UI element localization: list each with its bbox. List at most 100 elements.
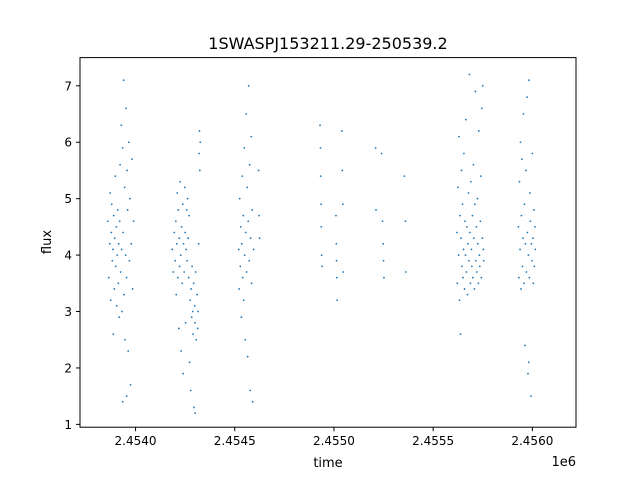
data-point: [125, 395, 128, 398]
data-point: [125, 107, 127, 110]
data-point: [109, 192, 112, 194]
data-point: [251, 400, 254, 403]
y-axis-label: flux: [40, 230, 55, 254]
data-point: [404, 220, 407, 223]
data-point: [241, 175, 244, 178]
data-point: [482, 259, 485, 262]
data-point: [456, 231, 458, 234]
data-point: [244, 231, 247, 234]
data-point: [475, 225, 478, 228]
data-point: [114, 265, 117, 268]
data-point: [470, 248, 473, 251]
data-point: [117, 242, 120, 245]
data-point: [532, 282, 535, 285]
data-point: [341, 169, 344, 172]
data-point: [534, 225, 536, 228]
data-point: [528, 79, 530, 82]
data-point: [531, 259, 533, 262]
data-point: [473, 288, 476, 290]
data-point: [122, 79, 125, 82]
data-point: [479, 220, 482, 223]
data-point: [175, 293, 178, 296]
data-point: [472, 163, 475, 166]
data-point: [115, 304, 118, 307]
data-point: [480, 276, 483, 279]
data-point: [121, 400, 124, 403]
data-point: [527, 372, 529, 375]
data-point: [461, 265, 463, 268]
data-point: [466, 293, 469, 296]
data-point: [530, 242, 533, 245]
data-point: [532, 237, 534, 240]
x-tick-label: 2.4555: [412, 434, 454, 448]
data-point: [457, 186, 459, 189]
data-point: [529, 220, 532, 223]
data-point: [518, 180, 521, 183]
data-point: [238, 197, 241, 200]
data-point: [245, 113, 248, 115]
data-point: [127, 141, 130, 144]
data-point: [128, 259, 131, 262]
data-point: [526, 96, 528, 98]
data-point: [381, 220, 384, 223]
data-point: [531, 152, 534, 155]
data-point: [533, 265, 536, 268]
data-point: [481, 84, 484, 87]
y-tick-label: 5: [64, 192, 72, 206]
data-point: [382, 242, 385, 245]
data-point: [243, 146, 246, 149]
data-point: [404, 271, 407, 273]
data-point: [186, 259, 189, 262]
data-point: [534, 248, 537, 251]
data-point: [466, 242, 469, 245]
data-point: [198, 152, 200, 155]
data-point: [181, 203, 184, 206]
data-point: [320, 225, 323, 228]
data-point: [469, 180, 472, 183]
data-point: [182, 242, 185, 245]
y-tick-label: 3: [64, 305, 72, 319]
data-point: [192, 333, 194, 335]
data-point: [468, 231, 471, 234]
data-point: [199, 141, 202, 144]
data-point: [251, 209, 254, 211]
data-point: [116, 254, 119, 256]
data-point: [110, 203, 113, 206]
data-point: [177, 209, 180, 211]
data-point: [119, 163, 121, 166]
data-point: [481, 237, 484, 240]
data-point: [196, 327, 199, 330]
data-point: [190, 288, 193, 290]
y-tick-label: 7: [64, 79, 72, 93]
data-point: [197, 242, 200, 245]
data-point: [119, 271, 122, 273]
data-point: [517, 276, 520, 279]
data-point: [519, 141, 522, 144]
data-point: [473, 203, 476, 206]
data-point: [382, 259, 385, 262]
data-point: [237, 248, 240, 251]
data-point: [522, 113, 525, 115]
x-tick-label: 2.4545: [214, 434, 256, 448]
data-point: [258, 237, 261, 240]
data-point: [184, 231, 187, 234]
data-point: [188, 361, 191, 364]
data-point: [465, 271, 468, 273]
data-point: [335, 259, 338, 262]
data-point: [477, 282, 480, 285]
data-point: [467, 259, 470, 262]
data-point: [533, 209, 535, 211]
data-point: [250, 282, 253, 285]
data-point: [174, 220, 177, 223]
data-point: [132, 220, 135, 223]
data-point: [476, 242, 479, 245]
data-point: [120, 124, 123, 127]
data-point: [123, 186, 126, 189]
data-point: [520, 214, 523, 217]
data-point: [191, 265, 194, 268]
data-point: [529, 192, 531, 194]
data-point: [125, 276, 128, 279]
data-point: [457, 254, 460, 256]
data-point: [106, 220, 109, 223]
data-point: [189, 389, 192, 392]
